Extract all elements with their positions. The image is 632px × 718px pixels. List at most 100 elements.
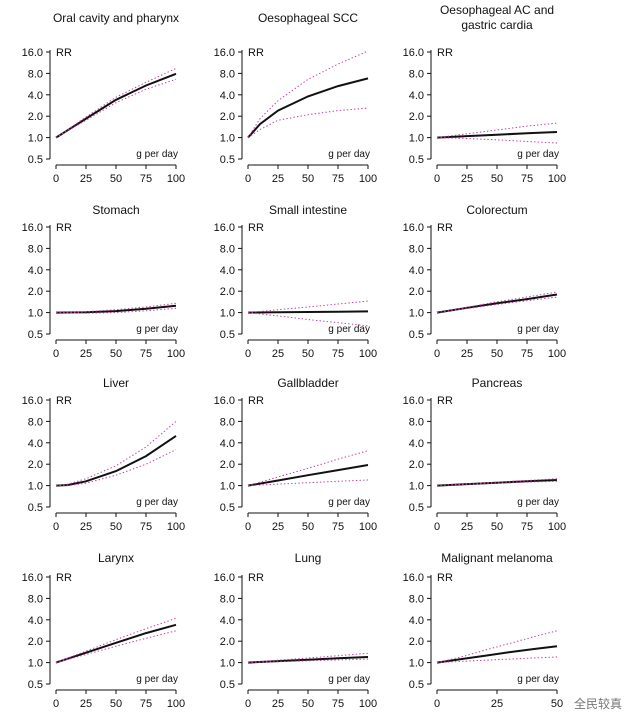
x-axis-unit: g per day [328,149,370,160]
y-axis-label: RR [56,222,72,234]
y-tick-label: 2.0 [28,459,43,471]
x-tick-label: 75 [332,173,344,185]
x-tick-label: 50 [491,521,503,533]
x-tick-label: 50 [302,521,314,533]
y-tick-label: 8.0 [409,416,424,428]
y-tick-label: 4.0 [28,438,43,450]
ci-upper-curve [247,50,369,138]
y-tick-label: 0.5 [28,679,43,691]
panel-8: Pancreas 0.5 1.0 2.0 4.0 8.0 16.0 0 25 50 75 100 RR g… [403,376,567,533]
y-tick-label: 8.0 [220,416,235,428]
panel-title: Gallbladder [277,376,338,390]
x-tick-label: 50 [551,698,563,710]
x-tick-label: 0 [434,348,440,360]
y-tick-label: 16.0 [214,395,235,407]
y-tick-label: 8.0 [28,243,43,255]
x-axis-unit: g per day [136,324,178,335]
y-axis-label: RR [56,47,72,59]
y-tick-label: 8.0 [220,68,235,80]
y-tick-label: 1.0 [28,481,43,493]
x-tick-label: 25 [80,348,92,360]
x-tick-label: 25 [272,698,284,710]
y-tick-label: 1.0 [220,308,235,320]
panel-title: Malignant melanoma [441,551,553,565]
ci-lower-curve [247,107,369,139]
rr-curve [436,293,558,314]
y-tick-label: 1.0 [409,658,424,670]
y-tick-label: 2.0 [28,636,43,648]
x-tick-label: 50 [110,173,122,185]
y-tick-label: 4.0 [220,615,235,627]
x-tick-label: 100 [548,521,566,533]
x-tick-label: 0 [53,698,59,710]
x-axis-unit: g per day [328,674,370,685]
y-tick-label: 1.0 [409,308,424,320]
x-tick-label: 100 [359,698,377,710]
y-tick-label: 2.0 [220,286,235,298]
rr-curve [436,131,558,139]
y-axis-label: RR [437,395,453,407]
panel-3: Stomach 0.5 1.0 2.0 4.0 8.0 16.0 0 25 50 75 100 RR g … [22,203,186,360]
y-tick-label: 1.0 [28,133,43,145]
x-tick-label: 0 [245,521,251,533]
panel-title: Small intestine [269,203,347,217]
y-tick-label: 2.0 [409,459,424,471]
y-axis-label: RR [437,222,453,234]
y-tick-label: 8.0 [220,593,235,605]
x-axis-unit: g per day [517,674,559,685]
y-tick-label: 4.0 [409,265,424,277]
x-tick-label: 100 [548,173,566,185]
x-tick-label: 100 [167,348,185,360]
x-axis-unit: g per day [136,149,178,160]
x-tick-label: 25 [80,173,92,185]
y-tick-label: 16.0 [214,572,235,584]
y-tick-label: 0.5 [220,154,235,166]
y-tick-label: 2.0 [409,111,424,123]
x-tick-label: 0 [53,521,59,533]
y-tick-label: 1.0 [220,658,235,670]
rr-curve [436,645,558,664]
y-tick-label: 4.0 [220,438,235,450]
x-axis-unit: g per day [517,149,559,160]
rr-curve [247,77,369,139]
x-tick-label: 50 [302,348,314,360]
y-tick-label: 8.0 [28,68,43,80]
panel-7: Gallbladder 0.5 1.0 2.0 4.0 8.0 16.0 0 25 50 75 100… [214,376,378,533]
ci-upper-curve [55,421,177,487]
x-tick-label: 25 [272,348,284,360]
x-tick-label: 75 [140,348,152,360]
rr-curve [247,464,369,487]
y-axis-label: RR [437,47,453,59]
y-tick-label: 1.0 [220,481,235,493]
y-tick-label: 0.5 [28,502,43,514]
panel-title: Liver [103,376,129,390]
y-tick-label: 2.0 [220,111,235,123]
y-axis-label: RR [248,222,264,234]
y-tick-label: 0.5 [409,679,424,691]
panel-5: Colorectum 0.5 1.0 2.0 4.0 8.0 16.0 0 25 50 75 100 R… [403,203,567,360]
y-tick-label: 4.0 [28,615,43,627]
y-tick-label: 0.5 [220,502,235,514]
rr-curve [247,656,369,664]
x-tick-label: 50 [491,173,503,185]
ci-upper-curve [55,67,177,139]
ci-lower-curve [436,137,558,144]
x-tick-label: 25 [80,698,92,710]
x-tick-label: 25 [491,698,503,710]
panel-title: Oesophageal SCC [258,11,358,25]
x-tick-label: 75 [332,521,344,533]
rr-curve [247,310,369,314]
x-tick-label: 75 [521,521,533,533]
y-axis-label: RR [56,395,72,407]
y-tick-label: 16.0 [214,222,235,234]
y-tick-label: 16.0 [22,222,43,234]
panel-title: Larynx [98,551,134,565]
y-tick-label: 1.0 [28,308,43,320]
x-tick-label: 50 [110,521,122,533]
y-tick-label: 4.0 [220,90,235,102]
panel-1: Oesophageal SCC 0.5 1.0 2.0 4.0 8.0 16.0 0 25 50 7… [214,11,378,185]
x-tick-label: 75 [140,173,152,185]
rr-curve [55,623,177,664]
